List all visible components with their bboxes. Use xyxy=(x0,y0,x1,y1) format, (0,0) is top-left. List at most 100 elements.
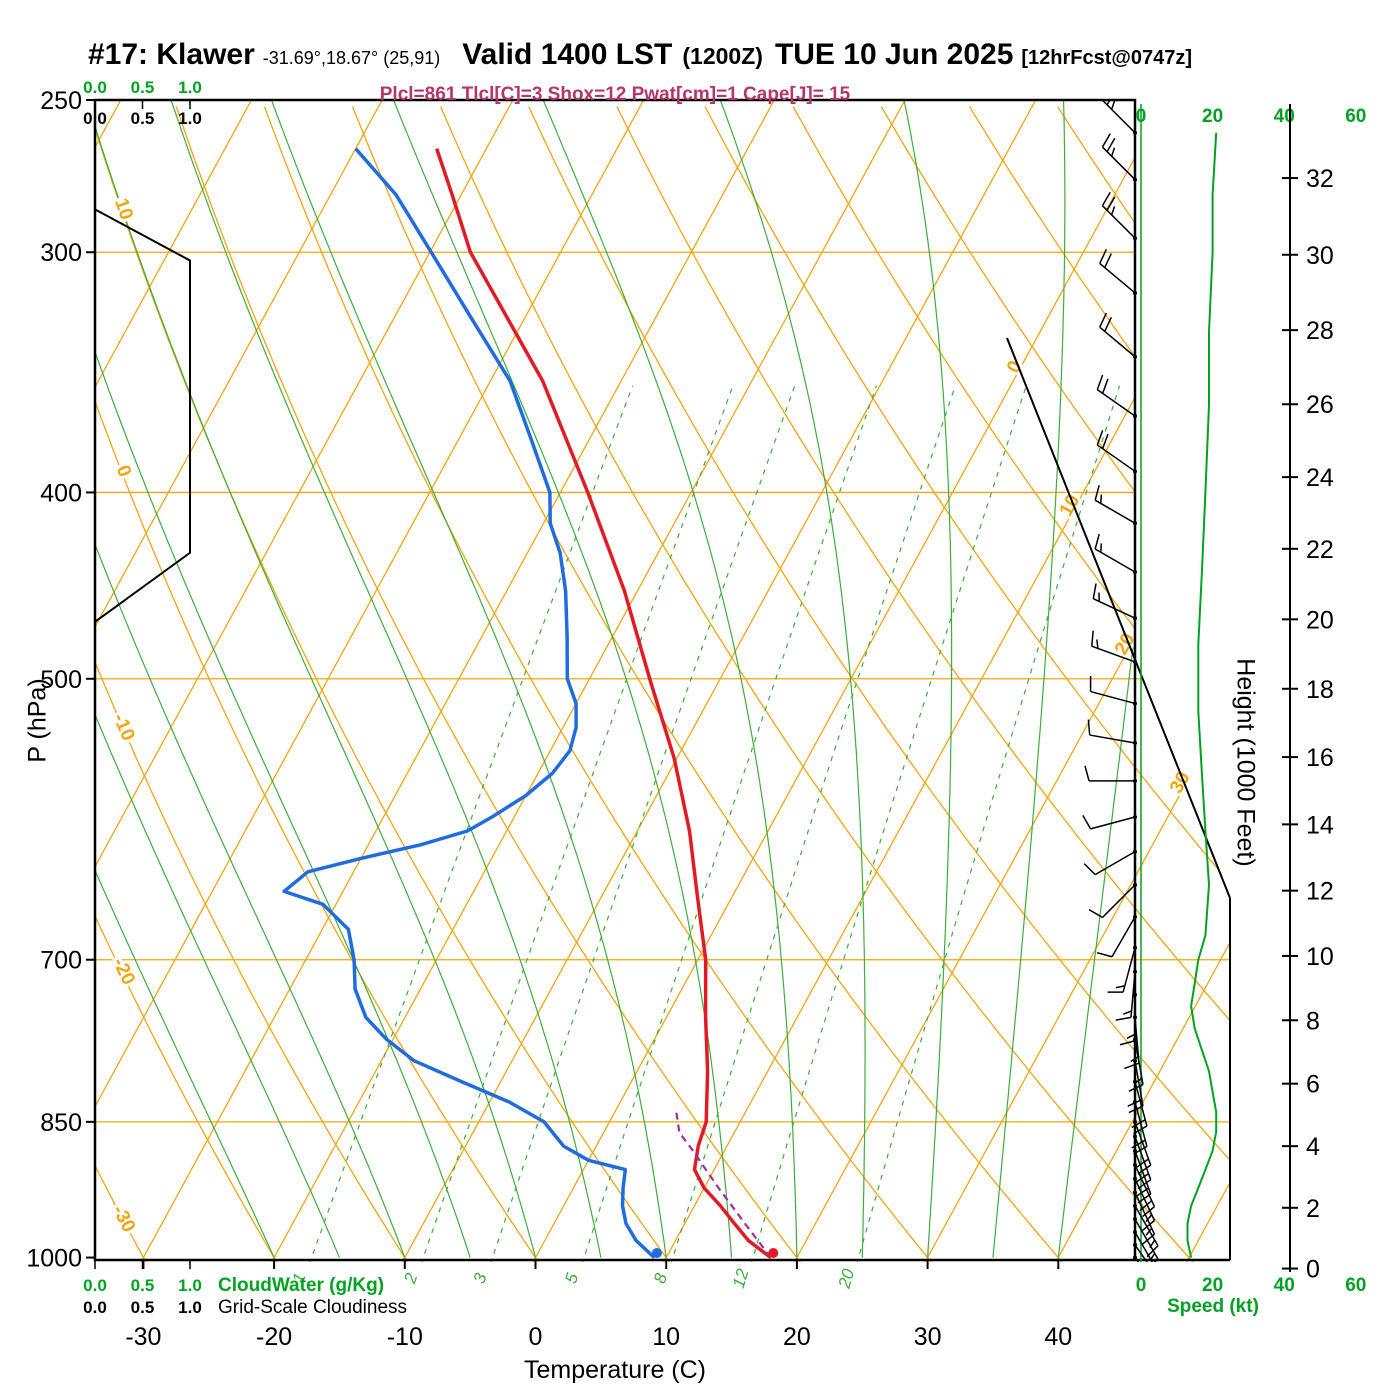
temp-tick-label: -30 xyxy=(125,1323,161,1351)
dry-adiabat xyxy=(968,106,1230,1262)
mixing-ratio-line xyxy=(581,385,877,1262)
height-tick-label: 10 xyxy=(1306,943,1334,971)
dry-adiabat xyxy=(175,106,836,1262)
height-tick-label: 14 xyxy=(1306,811,1334,839)
isotherm xyxy=(532,100,1167,1262)
height-tick-label: 8 xyxy=(1306,1007,1320,1035)
height-tick-label: 2 xyxy=(1306,1195,1320,1223)
dry-adiabat xyxy=(95,106,437,1262)
dry-adiabat xyxy=(880,106,1230,1262)
valid-time: Valid 1400 LST xyxy=(462,38,673,71)
pressure-tick-label: 400 xyxy=(40,479,82,507)
temp-tick-label: 20 xyxy=(783,1323,811,1351)
mixing-ratio-label: 3 xyxy=(470,1270,491,1286)
mixing-ratio-line xyxy=(420,385,734,1262)
pressure-tick-label: 1000 xyxy=(26,1245,82,1273)
height-tick-label: 12 xyxy=(1306,878,1334,906)
height-tick-label: 6 xyxy=(1306,1071,1320,1099)
height-tick-label: 4 xyxy=(1306,1133,1320,1161)
mixing-ratio-label: 5 xyxy=(561,1270,582,1285)
isotherm xyxy=(663,100,1230,1262)
cloudiness-scale-bottom: 0.5 xyxy=(131,1298,155,1317)
moist-adiabat xyxy=(270,100,667,1258)
pressure-tick-label: 500 xyxy=(40,666,82,694)
speed-tick-label: 20 xyxy=(1202,1275,1223,1296)
isotherm xyxy=(401,100,1037,1262)
isotherm xyxy=(95,100,253,1262)
moist-adiabat xyxy=(992,100,1066,1258)
wind-barbs xyxy=(1082,100,1159,1262)
cloud-fraction-profile xyxy=(94,208,191,623)
height-tick-label: 18 xyxy=(1306,676,1334,704)
height-tick-label: 22 xyxy=(1306,536,1334,564)
cloudwater-scale-bottom: 0.0 xyxy=(83,1276,107,1295)
header: #17: Klawer -31.69°,18.67° (25,91) Valid 1… xyxy=(88,38,1388,72)
station-title: #17: Klawer xyxy=(88,38,255,71)
speed-axis-title: Speed (kt) xyxy=(1167,1296,1259,1317)
isotherm xyxy=(95,100,383,1262)
cloudwater-label: CloudWater (g/Kg) xyxy=(218,1275,385,1296)
mixing-ratio-line xyxy=(489,385,796,1262)
dry-adiabat xyxy=(263,106,969,1262)
mixing-ratio-label: 20 xyxy=(834,1266,858,1291)
pressure-tick-label: 700 xyxy=(40,947,82,975)
dry-adiabat xyxy=(616,106,1230,1262)
speed-tick-label: 40 xyxy=(1274,1275,1295,1296)
parcel-trace xyxy=(675,1111,772,1259)
temp-tick-label: 10 xyxy=(652,1323,680,1351)
height-tick-label: 24 xyxy=(1306,464,1334,492)
mixing-ratio-line xyxy=(670,385,956,1262)
forecast-tag: [12hrFcst@0747z] xyxy=(1021,47,1193,69)
valid-date: TUE 10 Jun 2025 xyxy=(774,38,1014,71)
surface-temp-dot xyxy=(768,1248,779,1258)
mixing-ratio-label: 12 xyxy=(729,1266,753,1290)
speed-tick-label: 60 xyxy=(1345,1275,1366,1296)
moist-adiabat xyxy=(95,100,537,1258)
isotherm xyxy=(140,100,775,1262)
cloudiness-scale-top: 1.0 xyxy=(178,109,202,128)
sounding-parameters: Plcl=861 Tlcl[C]=3 Shox=12 Pwat[cm]=1 Ca… xyxy=(379,84,851,105)
pressure-tick-label: 250 xyxy=(40,87,82,115)
mixing-ratio-label: 8 xyxy=(650,1271,671,1286)
dry-adiabat xyxy=(1145,106,1230,1262)
temp-tick-label: -10 xyxy=(387,1323,423,1351)
cloudwater-scale-top: 0.0 xyxy=(83,78,107,97)
temp-tick-label: 30 xyxy=(914,1323,942,1351)
height-axis-title: Height (1000 Feet) xyxy=(1231,658,1260,867)
cloudiness-scale-bottom: 1.0 xyxy=(178,1298,202,1317)
dry-adiabat xyxy=(95,106,570,1262)
moist-adiabat xyxy=(95,100,471,1258)
dry-adiabat xyxy=(528,106,1230,1262)
dry-adiabat xyxy=(440,106,1230,1262)
speed-tick-label: 40 xyxy=(1274,106,1295,127)
moist-adiabat xyxy=(542,100,798,1258)
speed-tick-label: 20 xyxy=(1202,106,1223,127)
surface-dewpoint-dot xyxy=(651,1248,662,1258)
height-tick-label: 16 xyxy=(1306,744,1334,772)
isotherm xyxy=(1055,100,1230,1262)
dry-adiabat-label: -10 xyxy=(108,710,138,744)
isotherm xyxy=(95,100,514,1262)
temp-tick-label: 0 xyxy=(529,1323,543,1351)
cloudwater-scale-bottom: 0.5 xyxy=(131,1276,155,1295)
cloudwater-scale-top: 0.5 xyxy=(131,78,155,97)
dry-adiabat xyxy=(95,106,703,1262)
mixing-ratio-line xyxy=(856,385,1121,1262)
isotherm xyxy=(793,100,1230,1262)
temperature-axis-title: Temperature (C) xyxy=(524,1356,706,1384)
moist-adiabat xyxy=(393,100,733,1258)
dry-adiabat xyxy=(95,106,171,1262)
height-tick-label: 28 xyxy=(1306,317,1334,345)
isotherm xyxy=(924,100,1230,1262)
dry-adiabat xyxy=(704,106,1230,1262)
frame-diagonal xyxy=(1006,337,1231,899)
height-tick-label: 20 xyxy=(1306,606,1334,634)
temp-tick-label: -20 xyxy=(256,1323,292,1351)
dry-adiabat-label: -30 xyxy=(108,1202,139,1236)
speed-curve xyxy=(1186,132,1218,1258)
cloudwater-scale-bottom: 1.0 xyxy=(178,1276,202,1295)
moist-adiabat xyxy=(170,100,602,1258)
dry-adiabat xyxy=(95,106,304,1262)
